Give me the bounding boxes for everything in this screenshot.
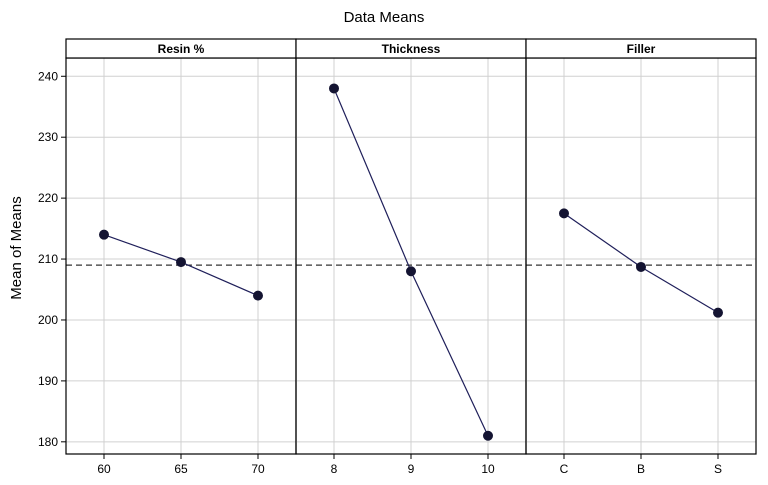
panel-title: Resin % (158, 42, 205, 56)
y-tick-label: 220 (38, 191, 58, 205)
x-tick-label: B (637, 462, 645, 476)
panel-title: Filler (627, 42, 656, 56)
panel-strip (525, 38, 757, 59)
y-tick-label: 180 (38, 435, 58, 449)
x-tick-label: 60 (97, 462, 111, 476)
y-tick-label: 190 (38, 374, 58, 388)
panel-filler: Filler C B S (525, 38, 757, 476)
y-tick-label: 240 (38, 69, 58, 83)
panels: Resin % 60 65 70 Thickness 8 9 10 Filler C B S (65, 38, 757, 476)
x-tick-label: S (714, 462, 722, 476)
data-point (636, 261, 646, 272)
y-axis: 180 190 200 210 220 230 240 (38, 69, 66, 449)
data-point (329, 83, 339, 94)
y-tick-label: 230 (38, 130, 58, 144)
y-tick-label: 210 (38, 252, 58, 266)
data-point (559, 208, 569, 219)
data-point (176, 257, 186, 268)
data-point (483, 430, 493, 441)
data-point (406, 266, 416, 277)
x-tick-label: 9 (408, 462, 415, 476)
chart-title: Data Means (344, 9, 425, 26)
x-tick-label: C (560, 462, 569, 476)
panel-resin: Resin % 60 65 70 (65, 38, 297, 476)
panel-thickness: Thickness 8 9 10 (295, 38, 527, 476)
x-tick-label: 65 (174, 462, 188, 476)
x-tick-label: 8 (331, 462, 338, 476)
y-axis-label: Mean of Means (8, 196, 25, 299)
x-tick-label: 70 (251, 462, 265, 476)
data-point (253, 290, 263, 301)
x-tick-label: 10 (481, 462, 495, 476)
panel-title: Thickness (382, 42, 441, 56)
data-point (713, 307, 723, 318)
y-tick-label: 200 (38, 313, 58, 327)
data-point (99, 229, 109, 240)
